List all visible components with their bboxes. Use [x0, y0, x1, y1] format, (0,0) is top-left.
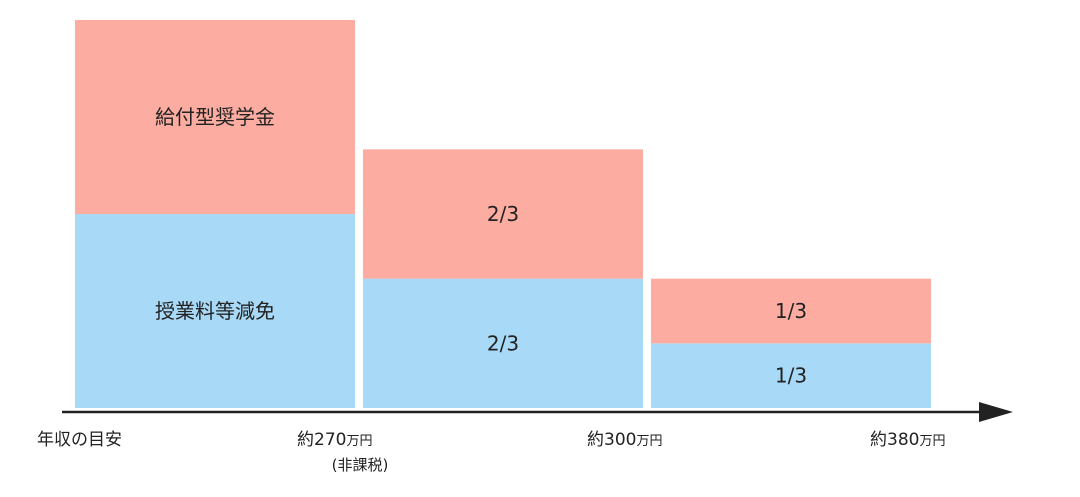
- tick-1-unit: 万円: [346, 434, 372, 449]
- tick-2-main: 約300: [587, 430, 636, 450]
- bar-label-scholarship-3: 1/3: [775, 299, 807, 323]
- bar-scholarship-3: [651, 278, 931, 344]
- bar-scholarship-2: [363, 149, 643, 279]
- tick-3-main: 約380: [870, 430, 919, 450]
- bar-tuition-1: [75, 214, 355, 408]
- bar-tuition-2: [363, 278, 643, 408]
- axis-labels-group: 年収の目安 約270万円 (非課税) 約300万円 約380万円: [37, 430, 945, 474]
- tick-label-3: 約380万円: [870, 430, 945, 450]
- tick-label-1: 約270万円: [297, 430, 372, 450]
- bar-tuition-3: [651, 343, 931, 408]
- bar-label-scholarship-1: 給付型奨学金: [155, 105, 275, 129]
- tick-label-2: 約300万円: [587, 430, 662, 450]
- tick-1-main: 約270: [297, 430, 346, 450]
- bar-label-tuition-3: 1/3: [775, 364, 807, 388]
- x-axis: [62, 402, 1013, 422]
- x-axis-title: 年収の目安: [37, 430, 122, 450]
- tick-note-1: (非課税): [332, 456, 389, 474]
- bar-scholarship-1: [75, 20, 355, 214]
- tick-3-unit: 万円: [919, 434, 945, 449]
- x-axis-arrow-icon: [979, 402, 1013, 422]
- bar-label-tuition-2: 2/3: [487, 331, 519, 355]
- bar-label-scholarship-2: 2/3: [487, 202, 519, 226]
- bar-label-tuition-1: 授業料等減免: [155, 299, 275, 323]
- tick-2-unit: 万円: [636, 434, 662, 449]
